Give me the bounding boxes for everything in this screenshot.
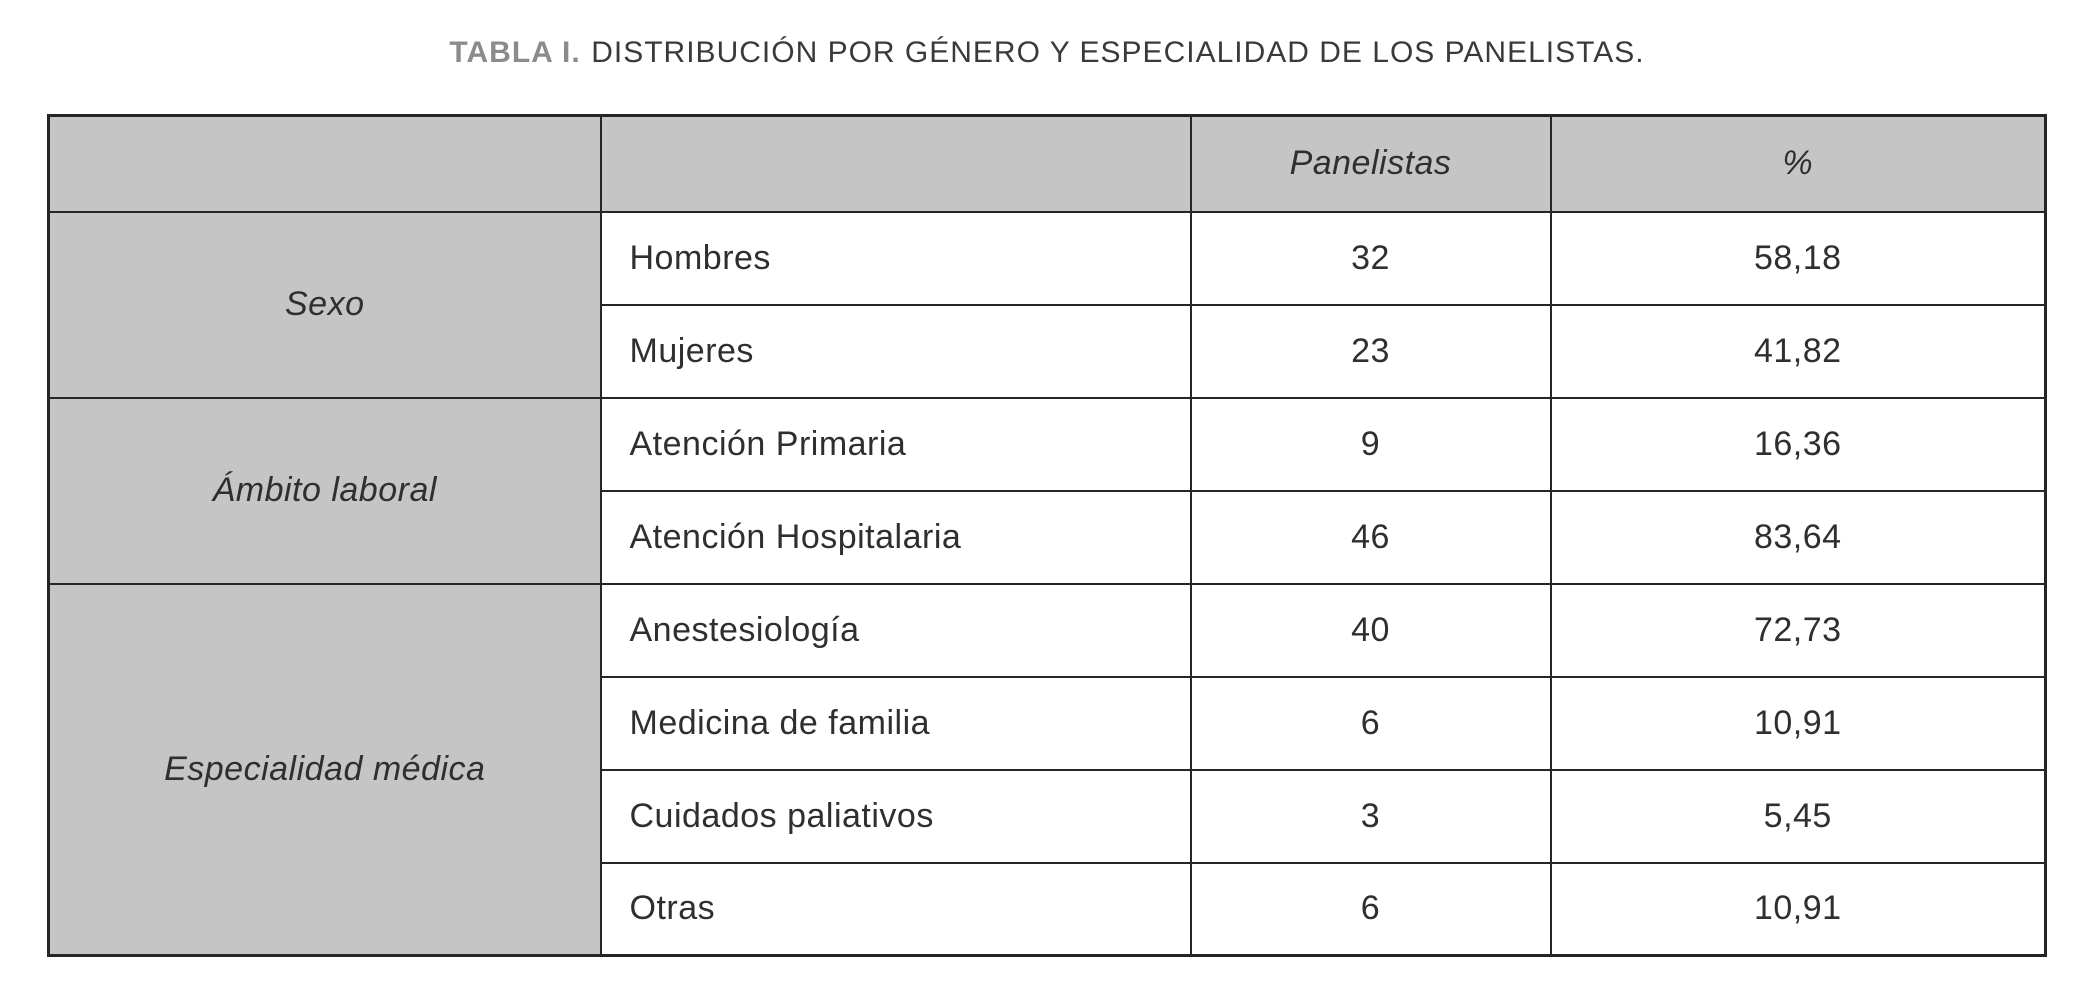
header-cell-percent: % <box>1549 114 2047 213</box>
table-caption-label: TABLA I. <box>449 36 581 69</box>
panelistas-cell: 9 <box>1189 396 1552 492</box>
table-row: Sexo Hombres 32 58,18 <box>47 210 2047 399</box>
header-cell-empty-group <box>47 114 602 213</box>
header-cell-empty-category <box>599 114 1192 213</box>
category-cell: Hombres <box>599 210 1192 306</box>
category-cell: Cuidados paliativos <box>599 768 1192 864</box>
category-cell: Otras <box>599 861 1192 957</box>
percent-cell: 10,91 <box>1549 861 2047 957</box>
header-cell-panelistas: Panelistas <box>1189 114 1552 213</box>
table-row: Mujeres 23 41,82 <box>49 303 2047 399</box>
group-cell-especialidad-medica: Especialidad médica <box>47 582 602 957</box>
panelistas-cell: 23 <box>1189 303 1552 399</box>
panelistas-cell: 32 <box>1189 210 1552 306</box>
panelistas-cell: 6 <box>1189 675 1552 771</box>
table-row: Otras 6 10,91 <box>49 861 2047 957</box>
percent-cell: 41,82 <box>1549 303 2047 399</box>
table-caption-text: DISTRIBUCIÓN POR GÉNERO Y ESPECIALIDAD D… <box>591 36 1645 69</box>
percent-cell: 83,64 <box>1549 489 2047 585</box>
table-row: Ámbito laboral Atención Primaria 9 16,36 <box>47 396 2047 585</box>
percent-cell: 10,91 <box>1549 675 2047 771</box>
panelistas-cell: 3 <box>1189 768 1552 864</box>
table-row: Especialidad médica Anestesiología 40 72… <box>47 582 2047 957</box>
percent-cell: 5,45 <box>1549 768 2047 864</box>
header-row: Panelistas % <box>47 114 2047 213</box>
panelistas-cell: 46 <box>1189 489 1552 585</box>
category-cell: Medicina de familia <box>599 675 1192 771</box>
panelistas-cell: 40 <box>1189 582 1552 678</box>
table-row: Cuidados paliativos 3 5,45 <box>49 768 2047 864</box>
table-row: Atención Hospitalaria 46 83,64 <box>49 489 2047 585</box>
category-cell: Mujeres <box>599 303 1192 399</box>
category-cell: Atención Primaria <box>599 396 1192 492</box>
category-cell: Atención Hospitalaria <box>599 489 1192 585</box>
group-cell-ambito-laboral: Ámbito laboral <box>47 396 602 585</box>
group-cell-sexo: Sexo <box>47 210 602 399</box>
data-table: Panelistas % Sexo Hombres 32 58,18 Mujer… <box>47 114 2047 957</box>
table-caption: TABLA I. DISTRIBUCIÓN POR GÉNERO Y ESPECI… <box>0 34 2094 72</box>
percent-cell: 58,18 <box>1549 210 2047 306</box>
table-row: Medicina de familia 6 10,91 <box>49 675 2047 771</box>
percent-cell: 72,73 <box>1549 582 2047 678</box>
category-cell: Anestesiología <box>599 582 1192 678</box>
panelistas-cell: 6 <box>1189 861 1552 957</box>
percent-cell: 16,36 <box>1549 396 2047 492</box>
